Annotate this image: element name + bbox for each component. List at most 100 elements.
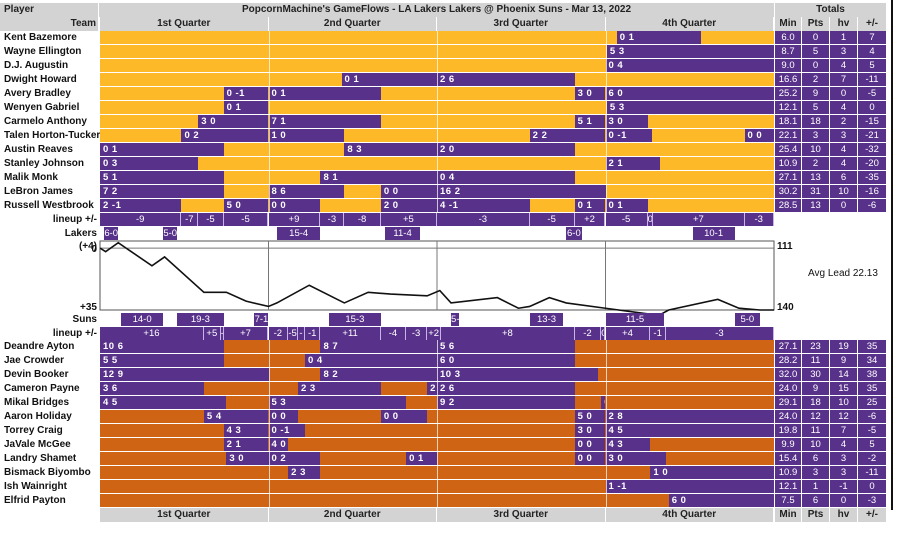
player-stint: 0 -1	[223, 87, 269, 100]
quarter-divider	[437, 354, 438, 367]
lineup-segment[interactable]: -5	[605, 213, 648, 226]
quarter-divider	[605, 382, 607, 395]
player-name[interactable]: Russell Westbrook	[4, 200, 94, 211]
player-name[interactable]: Dwight Howard	[4, 74, 77, 85]
quarter-divider	[268, 494, 270, 507]
quarter-divider	[437, 410, 438, 423]
player-total-min: 28.5	[775, 199, 801, 212]
player-total-pts: 10	[802, 438, 829, 451]
player-name[interactable]: Devin Booker	[4, 369, 69, 380]
player-total-pts: 10	[802, 143, 829, 156]
player-name[interactable]: Ish Wainright	[4, 481, 67, 492]
player-name[interactable]: Jae Crowder	[4, 355, 65, 366]
lineup-segment[interactable]: -5	[529, 213, 575, 226]
player-name[interactable]: Carmelo Anthony	[4, 116, 87, 127]
quarter-header-1: 1st Quarter	[100, 508, 268, 522]
player-name[interactable]: Torrey Craig	[4, 425, 63, 436]
player-total-plusminus: 0	[858, 101, 886, 114]
lineup-segment[interactable]: -3	[320, 213, 345, 226]
quarter-divider	[268, 452, 270, 465]
player-name[interactable]: Wenyen Gabriel	[4, 102, 80, 113]
player-name[interactable]: Landry Shamet	[4, 453, 77, 464]
player-stint: 4 5	[605, 424, 774, 437]
player-name[interactable]: Stanley Johnson	[4, 158, 85, 169]
quarter-divider	[268, 129, 270, 142]
lineup-segment[interactable]: -	[297, 327, 305, 340]
lineup-segment[interactable]: +2	[427, 327, 442, 340]
lineup-segment[interactable]: +9	[268, 213, 321, 226]
lineup-segment[interactable]: +2	[574, 213, 606, 226]
player-name[interactable]: Bismack Biyombo	[4, 467, 91, 478]
player-name[interactable]: LeBron James	[4, 186, 73, 197]
lineup-segment[interactable]: +7	[223, 327, 269, 340]
player-stint: 0 1	[574, 199, 606, 212]
player-name[interactable]: Mikal Bridges	[4, 397, 70, 408]
lineup-segment[interactable]: -5	[288, 327, 298, 340]
player-name[interactable]: JaVale McGee	[4, 439, 71, 450]
player-name[interactable]: Wayne Ellington	[4, 46, 82, 57]
player-total-plusminus: -20	[858, 157, 886, 170]
lineup-segment[interactable]: -8	[344, 213, 381, 226]
player-name[interactable]: Elfrid Payton	[4, 495, 66, 506]
player-name[interactable]: D.J. Augustin	[4, 60, 69, 71]
player-name[interactable]: Avery Bradley	[4, 88, 71, 99]
suns-run: 5-0	[451, 313, 460, 326]
lineup-segment[interactable]: -	[220, 327, 224, 340]
player-stint: 0 4	[605, 59, 774, 72]
lineup-segment[interactable]: 0	[647, 213, 654, 226]
player-name[interactable]: Cameron Payne	[4, 383, 80, 394]
player-total-hv: 4	[830, 438, 857, 451]
quarter-divider	[605, 424, 607, 437]
lineup-segment[interactable]: -2	[574, 327, 602, 340]
player-stint: 0 0	[744, 129, 774, 142]
lineup-segment[interactable]: +16	[100, 327, 204, 340]
lineup-segment[interactable]: -3	[744, 213, 774, 226]
player-name[interactable]: Austin Reaves	[4, 144, 73, 155]
player-total-pts: 30	[802, 368, 829, 381]
player-stint: 8 6	[268, 185, 345, 198]
lineup-segment[interactable]: +4	[605, 327, 651, 340]
lineup-segment[interactable]: 0	[601, 327, 606, 340]
lineup-segment[interactable]: -2	[268, 327, 289, 340]
lineup-segment[interactable]: +5	[203, 327, 221, 340]
lineup-segment[interactable]: +11	[320, 327, 381, 340]
player-stint: 5 0	[574, 410, 606, 423]
lineup-segment[interactable]: -1	[650, 327, 666, 340]
lineup-segment[interactable]: -3	[437, 213, 530, 226]
lineup-segment[interactable]: +8	[441, 327, 575, 340]
lineup-segment[interactable]: +7	[653, 213, 745, 226]
quarter-header-4: 4th Quarter	[605, 508, 773, 522]
player-name[interactable]: Kent Bazemore	[4, 32, 77, 43]
player-name[interactable]: Deandre Ayton	[4, 341, 75, 352]
player-total-pts: 11	[802, 354, 829, 367]
lineup-segment[interactable]: -5	[198, 213, 224, 226]
lineup-segment[interactable]: -7	[181, 213, 199, 226]
totals-col-hv: hv	[830, 508, 857, 522]
quarter-divider	[268, 143, 270, 156]
lakers-run: 11-4	[385, 227, 421, 240]
player-name[interactable]: Aaron Holiday	[4, 411, 72, 422]
player-total-plusminus: 38	[858, 368, 886, 381]
player-stint: 8 7	[320, 340, 437, 353]
player-name[interactable]: Malik Monk	[4, 172, 58, 183]
lineup-segment[interactable]: -9	[100, 213, 182, 226]
lineup-segment[interactable]: -5	[223, 213, 269, 226]
player-stint: 3 0	[198, 115, 269, 128]
lineup-segment[interactable]: -3	[665, 327, 774, 340]
suns-run: 14-0	[121, 313, 164, 326]
chart-frame	[99, 240, 775, 311]
player-total-pts: 6	[802, 452, 829, 465]
player-total-hv: 2	[830, 115, 857, 128]
quarter-divider	[268, 438, 270, 451]
player-total-plusminus: -3	[858, 494, 886, 507]
lineup-segment[interactable]: -3	[406, 327, 428, 340]
player-total-hv: 4	[830, 59, 857, 72]
lineup-segment[interactable]: +5	[380, 213, 437, 226]
totals-header: Totals	[775, 3, 886, 17]
player-name[interactable]: Talen Horton-Tucker	[4, 130, 101, 141]
lineup-segment[interactable]: -1	[305, 327, 321, 340]
player-stint: 6 0	[605, 87, 774, 100]
player-total-plusminus: -15	[858, 115, 886, 128]
lineup-segment[interactable]: -4	[380, 327, 407, 340]
player-total-min: 24.0	[775, 410, 801, 423]
